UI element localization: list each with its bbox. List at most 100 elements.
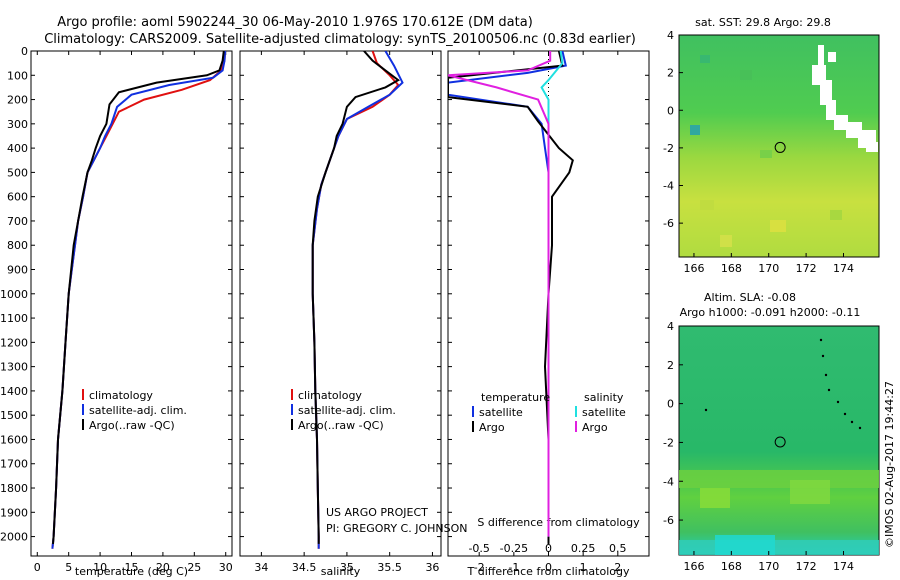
x-tick-label: 10	[93, 561, 107, 574]
y-tick-label: 1600	[0, 433, 28, 446]
legend-label: Argo	[582, 421, 608, 434]
y-tick-label: 1400	[0, 385, 28, 398]
series-line-argo	[448, 51, 574, 544]
sst-cell	[760, 150, 772, 158]
map-y-tick-label: 2	[667, 67, 674, 80]
coast-dot	[858, 426, 862, 430]
sla-map: Altim. SLA: -0.08 Argo h1000: -0.091 h20…	[663, 291, 880, 573]
sla-map-axes: 166 168 170 172 174 4 2 0 -2 -4 -6	[663, 320, 854, 573]
sla-cell	[790, 480, 830, 504]
map-y-tick-label: -6	[663, 514, 674, 527]
cloud-mask-cell	[828, 52, 836, 62]
argo-float-marker	[774, 436, 786, 448]
map-y-tick-label: 0	[667, 104, 674, 117]
legend-label: Argo	[479, 421, 505, 434]
coast-dot	[824, 373, 828, 377]
sla-cell	[679, 540, 879, 555]
legend-label: satellite-adj. clim.	[298, 404, 396, 417]
legend-label: satellite	[582, 406, 626, 419]
y-tick-label: 400	[7, 142, 28, 155]
argo-float-marker	[774, 141, 786, 153]
project-line1: US ARGO PROJECT	[326, 506, 428, 519]
y-tick-label: 1000	[0, 288, 28, 301]
map-y-tick-label: -4	[663, 180, 674, 193]
sla-map-title-line2: Argo h1000: -0.091 h2000: -0.11	[680, 306, 861, 319]
map-y-tick-label: 2	[667, 359, 674, 372]
sla-heatmap-cells	[679, 338, 879, 555]
x-tick-label: -2	[474, 561, 485, 574]
x-tick-label: 5	[65, 561, 72, 574]
x-tick-label: 36	[425, 561, 439, 574]
y-tick-label: 300	[7, 118, 28, 131]
legend-label: climatology	[298, 389, 362, 402]
legend-header: temperature	[481, 391, 550, 404]
x-tick-label: 35.5	[377, 561, 402, 574]
coast-dot	[843, 412, 847, 416]
panel-salinity: 34 34.5 35 35.5 36 salinity climatology satelli…	[239, 50, 442, 578]
coast-dot	[819, 338, 823, 342]
legend-label: climatology	[89, 389, 153, 402]
map-x-tick-label: 170	[758, 262, 779, 275]
sla-map-title-line1: Altim. SLA: -0.08	[704, 291, 796, 304]
map-x-tick-label: 170	[758, 560, 779, 573]
coast-dot	[821, 354, 825, 358]
sst-cell	[720, 235, 732, 247]
y-tick-label: 1500	[0, 409, 28, 422]
y-tick-label: 100	[7, 69, 28, 82]
sla-cell	[679, 470, 879, 488]
y-tick-label: 500	[7, 166, 28, 179]
map-y-tick-label: -4	[663, 475, 674, 488]
coast-dot	[827, 388, 831, 392]
x-tick-label: 15	[125, 561, 139, 574]
x-tick-label: 25	[187, 561, 201, 574]
y-tick-label: 700	[7, 215, 28, 228]
s-tick-label: 0.25	[571, 542, 596, 555]
s-axis-label: S difference from climatology	[477, 516, 640, 529]
project-line2: PI: GREGORY C. JOHNSON	[326, 522, 467, 535]
x-tick-label: -1	[508, 561, 519, 574]
y-tick-label: 1300	[0, 361, 28, 374]
sst-cell	[700, 55, 710, 63]
y-tick-label: 800	[7, 239, 28, 252]
map-x-tick-label: 166	[683, 262, 704, 275]
map-y-tick-label: 4	[667, 320, 674, 333]
series-line-argo-raw-qc-	[311, 51, 401, 544]
y-tick-label: 900	[7, 264, 28, 277]
sst-cell	[830, 210, 842, 220]
cloud-mask-cell	[866, 142, 878, 152]
figure-title-line2: Climatology: CARS2009. Satellite-adjuste…	[44, 32, 636, 47]
sla-cell	[715, 535, 775, 555]
cloud-mask-cell	[820, 80, 832, 105]
legend-label: Argo(..raw -QC)	[89, 419, 175, 432]
s-tick-label: -0.25	[500, 542, 528, 555]
map-x-tick-label: 174	[833, 560, 854, 573]
x-tick-label: 30	[219, 561, 233, 574]
sst-cell	[770, 220, 786, 232]
legend-label: Argo(..raw -QC)	[298, 419, 384, 432]
x-tick-label: 20	[156, 561, 170, 574]
sla-cell	[700, 488, 730, 508]
coast-dot	[836, 400, 840, 404]
map-y-tick-label: -2	[663, 142, 674, 155]
coast-dot	[850, 420, 854, 424]
imos-stamp: ©IMOS 02-Aug-2017 19:44:27	[883, 381, 896, 548]
y-tick-label: 200	[7, 94, 28, 107]
map-y-tick-label: -6	[663, 217, 674, 230]
y-tick-label: 1800	[0, 482, 28, 495]
sst-heatmap-cells	[690, 45, 878, 247]
cloud-mask-cell	[834, 115, 848, 130]
x-tick-label: 0	[545, 561, 552, 574]
coast-dot	[704, 408, 708, 412]
s-tick-label: -0.5	[468, 542, 489, 555]
legend-header: salinity	[584, 391, 624, 404]
y-tick-label: 0	[21, 45, 28, 58]
map-x-tick-label: 174	[833, 262, 854, 275]
x-tick-label: 34.5	[292, 561, 317, 574]
x-axis-label: T difference from climatology	[467, 565, 630, 578]
legend-label: satellite	[479, 406, 523, 419]
map-x-tick-label: 168	[721, 262, 742, 275]
y-tick-label: 600	[7, 191, 28, 204]
sst-cell	[740, 70, 752, 80]
sst-cell	[690, 125, 700, 135]
